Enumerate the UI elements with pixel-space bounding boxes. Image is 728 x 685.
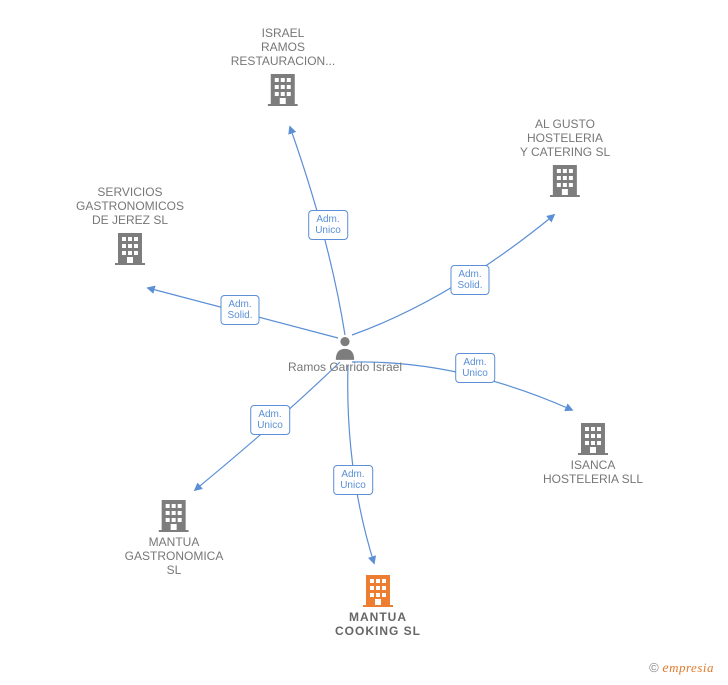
node-mantua_cooking[interactable]: MANTUA COOKING SL bbox=[335, 573, 421, 639]
building-icon bbox=[159, 498, 189, 532]
center-person-node[interactable]: Ramos Garrido Israel bbox=[288, 335, 402, 375]
edge-label-mantua_gastro: Adm. Unico bbox=[250, 405, 290, 435]
edge-label-israel_ramos: Adm. Unico bbox=[308, 210, 348, 240]
person-icon bbox=[334, 335, 356, 361]
watermark: © empresia bbox=[649, 660, 714, 677]
node-label: AL GUSTO HOSTELERIA Y CATERING SL bbox=[520, 118, 610, 159]
edge-label-al_gusto: Adm. Solid. bbox=[450, 265, 489, 295]
node-label: ISRAEL RAMOS RESTAURACION... bbox=[231, 27, 335, 68]
edge-israel_ramos bbox=[290, 127, 345, 335]
center-label: Ramos Garrido Israel bbox=[288, 361, 402, 375]
node-label: ISANCA HOSTELERIA SLL bbox=[543, 459, 643, 487]
building-icon bbox=[550, 163, 580, 197]
copyright-symbol: © bbox=[649, 660, 659, 675]
node-label: SERVICIOS GASTRONOMICOS DE JEREZ SL bbox=[76, 186, 184, 227]
edge-label-mantua_cooking: Adm. Unico bbox=[333, 465, 373, 495]
building-icon bbox=[578, 421, 608, 455]
diagram-canvas: ISRAEL RAMOS RESTAURACION... AL GUSTO HO… bbox=[0, 0, 728, 685]
node-mantua_gastro[interactable]: MANTUA GASTRONOMICA SL bbox=[125, 498, 224, 577]
building-icon bbox=[268, 72, 298, 106]
edge-servicios bbox=[148, 288, 338, 338]
building-icon bbox=[115, 231, 145, 265]
edge-al_gusto bbox=[352, 215, 554, 335]
brand-name: empresia bbox=[662, 660, 714, 675]
node-label: MANTUA COOKING SL bbox=[335, 611, 421, 639]
node-servicios[interactable]: SERVICIOS GASTRONOMICOS DE JEREZ SL bbox=[76, 186, 184, 265]
node-label: MANTUA GASTRONOMICA SL bbox=[125, 536, 224, 577]
node-al_gusto[interactable]: AL GUSTO HOSTELERIA Y CATERING SL bbox=[520, 118, 610, 197]
building-icon bbox=[363, 573, 393, 607]
edge-label-servicios: Adm. Solid. bbox=[220, 295, 259, 325]
edge-mantua_gastro bbox=[195, 362, 340, 490]
edge-label-isanca: Adm. Unico bbox=[455, 353, 495, 383]
node-isanca[interactable]: ISANCA HOSTELERIA SLL bbox=[543, 421, 643, 487]
node-israel_ramos[interactable]: ISRAEL RAMOS RESTAURACION... bbox=[231, 27, 335, 106]
edge-mantua_cooking bbox=[348, 365, 374, 563]
